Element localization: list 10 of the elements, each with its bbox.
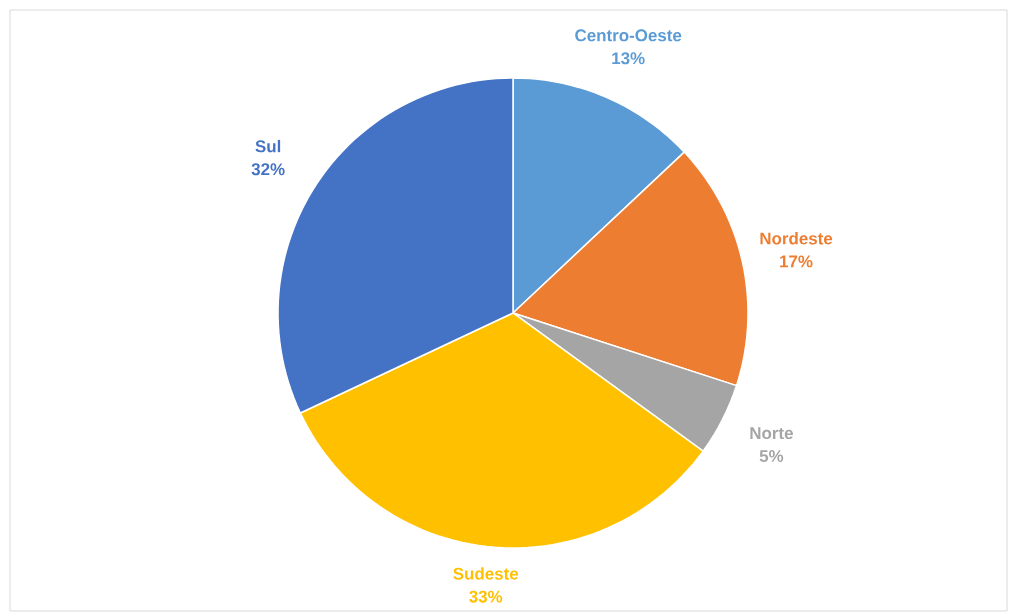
data-label: 5% bbox=[759, 450, 784, 463]
slice-label: Centro-Oeste bbox=[575, 29, 682, 42]
data-label: 13% bbox=[612, 52, 645, 65]
slice-label: Sul bbox=[255, 139, 281, 153]
data-label: 32% bbox=[251, 163, 285, 176]
slice-label: Norte bbox=[750, 427, 793, 440]
data-label: 33% bbox=[469, 590, 503, 603]
slice-label: Sudeste bbox=[453, 567, 519, 580]
data-label: 17% bbox=[780, 255, 813, 268]
slice-label: Nordeste bbox=[760, 232, 833, 245]
